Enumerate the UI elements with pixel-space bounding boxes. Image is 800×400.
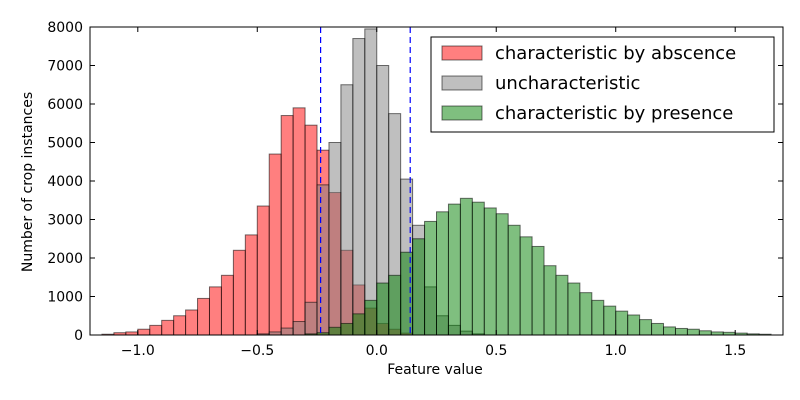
histogram-bar <box>340 84 354 335</box>
histogram-bar <box>615 310 629 335</box>
y-tick-label: 4000 <box>47 174 83 190</box>
legend-swatch <box>441 75 483 91</box>
y-tick-label: 7000 <box>47 59 83 75</box>
histogram-bar <box>161 319 175 335</box>
threshold-lines <box>320 27 411 335</box>
histogram-bar <box>340 322 354 335</box>
x-tick-label: 0.0 <box>366 343 388 359</box>
histogram-bar <box>352 313 366 335</box>
histogram-bar <box>220 274 234 335</box>
histogram-bar <box>447 203 461 335</box>
x-tick-label: 1.5 <box>724 343 746 359</box>
histogram-bar <box>519 236 533 335</box>
histogram-bar <box>674 327 688 335</box>
y-axis-title: Number of crop instances <box>20 92 36 272</box>
histogram-bar <box>185 309 199 335</box>
legend: characteristic by abscence uncharacterist… <box>430 36 775 133</box>
histogram-bar <box>483 207 497 335</box>
histogram-bar <box>280 115 294 335</box>
y-tick-label: 2000 <box>47 251 83 267</box>
histogram-bar <box>280 327 294 335</box>
x-tick-label: 1.0 <box>605 343 627 359</box>
histogram-bar <box>579 292 593 335</box>
y-tick-label: 1000 <box>47 290 83 306</box>
y-tick-label: 0 <box>74 328 83 344</box>
legend-swatch <box>441 105 483 121</box>
histogram-bar <box>459 197 473 335</box>
x-tick-label: 0.5 <box>485 343 507 359</box>
histogram-bar <box>292 321 306 335</box>
bars-layer <box>101 28 772 335</box>
histogram-bar <box>543 265 557 335</box>
histogram-bar <box>268 153 282 335</box>
histogram-bar <box>591 299 605 335</box>
histogram-bar <box>316 184 330 335</box>
histogram-bar <box>256 205 270 335</box>
histogram-bar <box>698 330 712 335</box>
legend-box <box>430 36 775 133</box>
histogram-bar <box>304 301 318 335</box>
histogram-bar <box>388 274 402 335</box>
legend-label: characteristic by abscence <box>495 43 736 64</box>
histogram-bar <box>376 282 390 335</box>
legend-swatch <box>441 45 483 61</box>
histogram-bar <box>531 245 545 335</box>
histogram-bar <box>424 220 438 335</box>
histogram-bar <box>137 328 151 335</box>
histogram-bar <box>292 107 306 335</box>
histogram-bar <box>244 234 258 335</box>
histogram-bar <box>352 38 366 335</box>
histogram-bar <box>663 326 676 335</box>
histogram-bar <box>639 319 653 335</box>
histogram-bar <box>686 328 700 335</box>
histogram-bar <box>412 238 426 335</box>
histogram-bar <box>471 201 485 335</box>
histogram-bar <box>364 28 378 335</box>
histogram-bar <box>232 249 246 335</box>
histogram-bar <box>364 299 378 335</box>
histogram-bar <box>567 282 581 335</box>
y-tick-label: 5000 <box>47 136 83 152</box>
y-tick-label: 6000 <box>47 97 83 113</box>
histogram-bar <box>507 224 521 335</box>
x-tick-label: −0.5 <box>240 343 274 359</box>
x-tick-label: −1.0 <box>121 343 155 359</box>
legend-label: characteristic by presence <box>495 103 733 124</box>
histogram-bar <box>173 315 187 335</box>
histogram-bar <box>651 322 665 335</box>
histogram-bar <box>495 213 509 335</box>
tick-marks <box>90 26 783 336</box>
series-3-bars <box>304 197 772 335</box>
histogram-bar <box>149 324 163 335</box>
x-axis-title: Feature value <box>387 362 483 378</box>
histogram-bar <box>197 297 210 335</box>
tick-labels: −1.0 −0.5 0.0 0.5 1.0 1.5 0 1000 2000 3000 4000 500… <box>47 20 746 359</box>
legend-label: uncharacteristic <box>495 73 640 94</box>
y-tick-label: 8000 <box>47 20 83 36</box>
histogram-bar <box>603 305 617 335</box>
histogram-bar <box>208 286 222 335</box>
histogram-bar <box>328 326 342 335</box>
histogram-bar <box>328 142 342 335</box>
histogram-bar <box>627 314 641 335</box>
histogram-bar <box>436 211 449 335</box>
histogram-bar <box>555 274 569 335</box>
y-tick-label: 3000 <box>47 213 83 229</box>
